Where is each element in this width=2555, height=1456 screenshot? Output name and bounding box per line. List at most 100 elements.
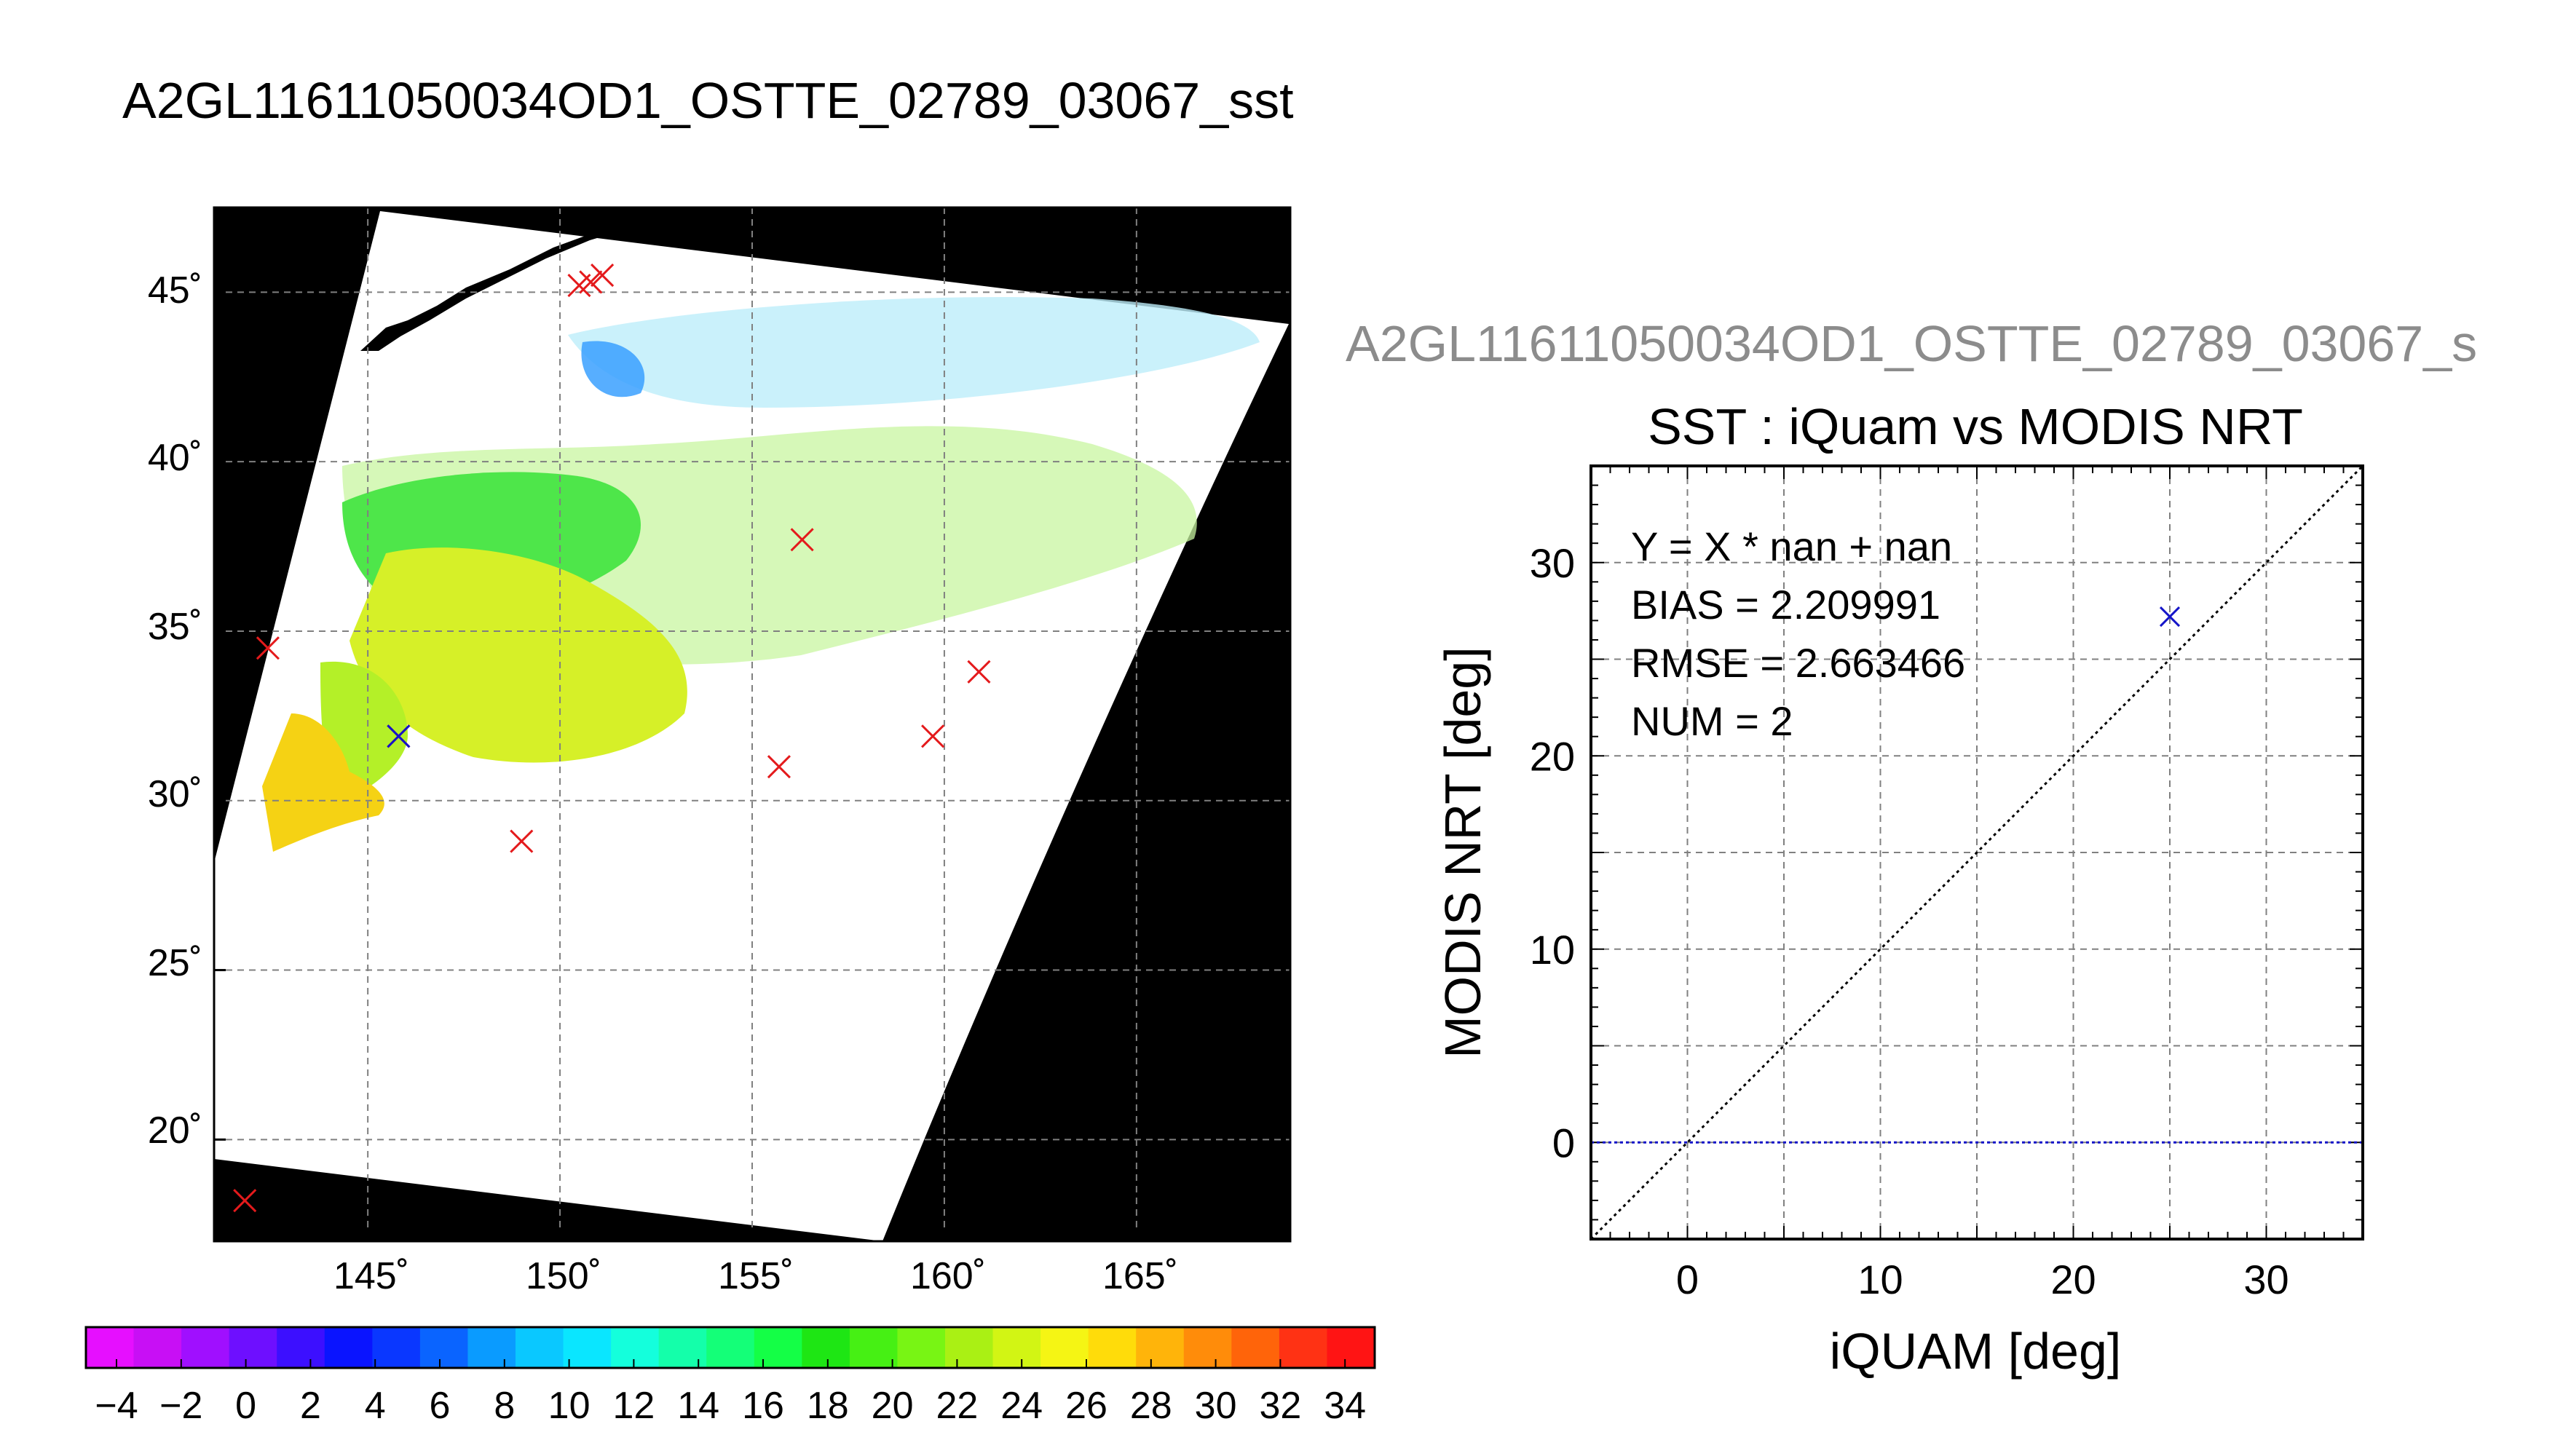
scatter-subtitle: A2GL11611050034OD1_OSTTE_02789_03067_s <box>1346 315 2477 372</box>
sst-warm-yellow <box>262 713 384 852</box>
colorbar-tick-label: 16 <box>742 1385 784 1427</box>
one-to-one-line <box>1590 464 2364 1241</box>
buoy-marker-red <box>967 660 991 684</box>
scatter-y-tick-label: 30 <box>1530 540 1575 586</box>
colorbar-tick-label: 0 <box>235 1385 256 1427</box>
colorbar-cell <box>897 1327 946 1368</box>
lon-label-160: 160˚ <box>910 1255 986 1297</box>
colorbar-labels: −4 −2 0 2 4 6 8 10 12 14 16 18 20 22 24 26 28 30 32 34 <box>95 1359 1366 1427</box>
buoy-marker-red <box>256 636 280 660</box>
lat-label-30: 30˚ <box>148 773 202 815</box>
colorbar-cell <box>516 1327 564 1368</box>
colorbar-cell <box>1040 1327 1089 1368</box>
colorbar-tick-label: 4 <box>365 1385 386 1427</box>
scatter-tick-labels: 0 10 20 30 0 10 20 30 <box>1530 540 2289 1302</box>
map-markers <box>233 264 991 1213</box>
lon-label-145: 145˚ <box>333 1255 409 1297</box>
sst-cool-north <box>568 297 1260 408</box>
colorbar-tick-label: 30 <box>1195 1385 1237 1427</box>
coastline-fragments <box>360 220 641 351</box>
colorbar-cell <box>611 1327 660 1368</box>
stats-equation: Y = X * nan + nan <box>1631 523 1952 569</box>
colorbar-cell <box>563 1327 612 1368</box>
colorbar: −4 −2 0 2 4 6 8 10 12 14 16 18 20 22 24 26 28 30 32 34 <box>84 1326 1376 1427</box>
scatter-x-axis-label: iQUAM [deg] <box>1830 1323 2122 1380</box>
colorbar-cell <box>802 1327 850 1368</box>
lat-label-25: 25˚ <box>148 942 202 984</box>
buoy-marker-red <box>579 270 603 294</box>
colorbar-tick-label: −2 <box>159 1385 202 1427</box>
sst-field <box>262 297 1260 852</box>
colorbar-cell <box>1183 1327 1232 1368</box>
colorbar-tick-label: 6 <box>430 1385 451 1427</box>
colorbar-cell <box>86 1327 135 1368</box>
sst-yellowgreen-core <box>350 547 687 763</box>
colorbar-tick-label: 12 <box>612 1385 655 1427</box>
buoy-marker-red <box>233 1189 257 1213</box>
match-marker-blue <box>387 724 411 748</box>
colorbar-tick-label: 8 <box>494 1385 515 1427</box>
colorbar-tick-label: 20 <box>872 1385 914 1427</box>
colorbar-cell <box>992 1327 1041 1368</box>
scatter-title: SST : iQuam vs MODIS NRT <box>1648 398 2303 455</box>
lat-label-20: 20˚ <box>148 1109 202 1152</box>
lat-label-35: 35˚ <box>148 606 202 648</box>
colorbar-cell <box>849 1327 899 1368</box>
sst-blue-patch <box>581 341 645 397</box>
page-title: A2GL11611050034OD1_OSTTE_02789_03067_sst <box>122 72 1294 129</box>
scatter-y-tick-label: 20 <box>1530 733 1575 779</box>
colorbar-cell <box>1327 1327 1375 1368</box>
colorbar-tick-label: 32 <box>1259 1385 1301 1427</box>
lon-label-165: 165˚ <box>1102 1255 1178 1297</box>
colorbar-tick-label: 10 <box>548 1385 591 1427</box>
lon-label-150: 150˚ <box>526 1255 601 1297</box>
buoy-marker-red <box>591 264 615 288</box>
colorbar-tick-label: 14 <box>677 1385 719 1427</box>
colorbar-cell <box>324 1327 373 1368</box>
colorbar-tick-label: 18 <box>807 1385 849 1427</box>
stats-rmse: RMSE = 2.663466 <box>1631 640 1965 686</box>
scatter-y-tick-label: 0 <box>1552 1120 1575 1166</box>
scatter-frame <box>1590 464 2364 1241</box>
buoy-marker-red <box>767 755 791 779</box>
scatter-reference-lines <box>1590 464 2364 1241</box>
colorbar-tick-label: −4 <box>95 1385 138 1427</box>
stats-bias: BIAS = 2.209991 <box>1631 582 1940 628</box>
colorbar-tick-label: 24 <box>1000 1385 1043 1427</box>
colorbar-cell <box>372 1327 421 1368</box>
colorbar-tick-label: 28 <box>1130 1385 1172 1427</box>
scatter-x-tick-label: 0 <box>1676 1257 1699 1302</box>
colorbar-tick-label: 2 <box>300 1385 321 1427</box>
scatter-y-tick-label: 10 <box>1530 927 1575 973</box>
colorbar-cell <box>1231 1327 1280 1368</box>
colorbar-cell <box>1088 1327 1137 1368</box>
colorbar-cell <box>1279 1327 1328 1368</box>
buoy-marker-red <box>921 724 945 748</box>
colorbar-frame <box>84 1326 1376 1369</box>
scatter-points <box>2159 606 2181 628</box>
colorbar-cell <box>945 1327 994 1368</box>
scatter-panel: A2GL11611050034OD1_OSTTE_02789_03067_s S… <box>1346 315 2477 1380</box>
lat-label-45: 45˚ <box>148 269 202 312</box>
colorbar-cell <box>467 1327 516 1368</box>
lat-label-40: 40˚ <box>148 437 202 479</box>
map-panel: 20˚ 25˚ 30˚ 35˚ 40˚ 45˚ 145˚ 150˚ 155˚ 1… <box>148 206 1292 1297</box>
scatter-y-axis-label: MODIS NRT [deg] <box>1434 646 1491 1058</box>
colorbar-tick-label: 26 <box>1065 1385 1107 1427</box>
stats-num: NUM = 2 <box>1631 698 1793 744</box>
colorbar-tick-label: 34 <box>1324 1385 1366 1427</box>
colorbar-cell <box>229 1327 277 1368</box>
colorbar-cell <box>133 1327 182 1368</box>
colorbar-cell <box>706 1327 755 1368</box>
buoy-marker-red <box>790 528 814 552</box>
scatter-x-tick-label: 20 <box>2050 1257 2096 1302</box>
lon-label-155: 155˚ <box>718 1255 794 1297</box>
scatter-point <box>2159 606 2181 628</box>
colorbar-cell <box>277 1327 325 1368</box>
colorbar-cell <box>754 1327 802 1368</box>
colorbar-cell <box>419 1327 469 1368</box>
colorbar-tick-label: 22 <box>936 1385 978 1427</box>
map-frame <box>213 206 1292 1243</box>
colorbar-cells <box>86 1327 1375 1368</box>
